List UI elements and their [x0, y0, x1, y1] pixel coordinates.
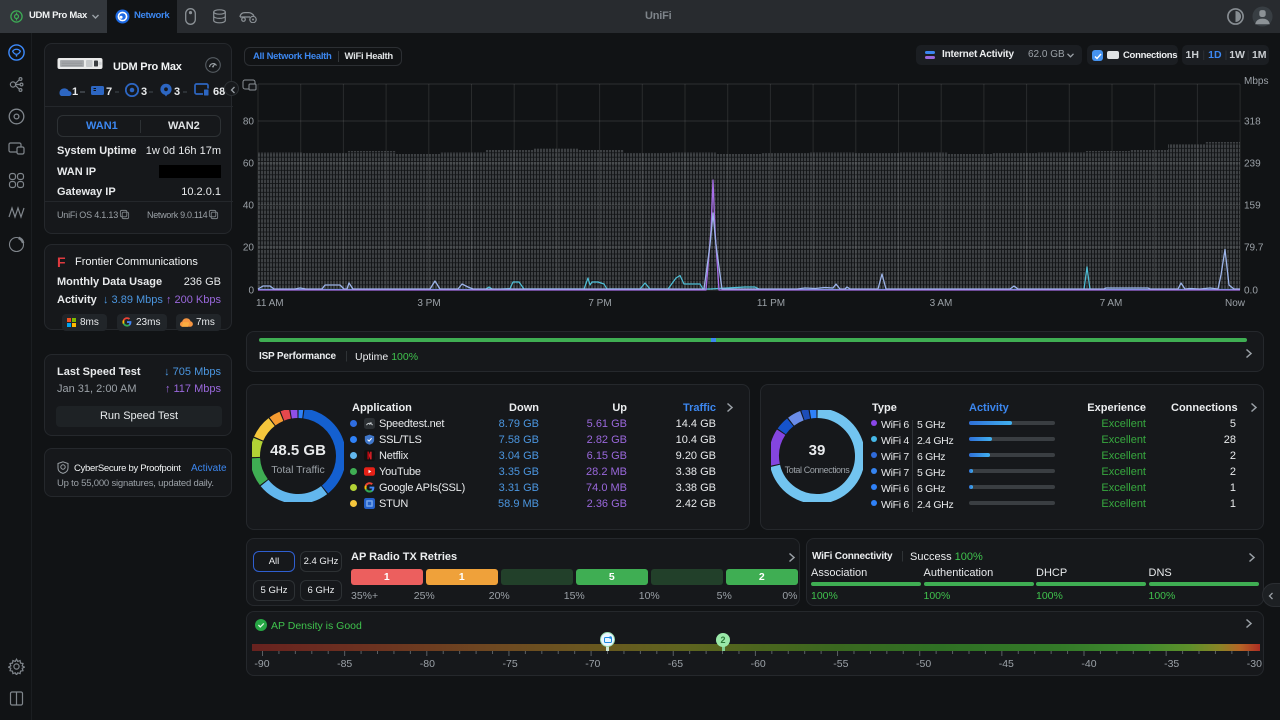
svg-text:20: 20: [243, 243, 255, 254]
svg-text:79.7: 79.7: [1244, 243, 1264, 254]
svg-text:40: 40: [243, 201, 255, 212]
svg-text:0: 0: [248, 286, 254, 297]
svg-text:0.0: 0.0: [1244, 286, 1258, 297]
svg-text:80: 80: [243, 117, 255, 128]
svg-text:239: 239: [1244, 159, 1261, 170]
svg-text:Now: Now: [1225, 298, 1246, 309]
svg-text:159: 159: [1244, 201, 1261, 212]
svg-text:318: 318: [1244, 117, 1261, 128]
svg-text:3 AM: 3 AM: [930, 298, 953, 309]
svg-text:Mbps: Mbps: [1244, 76, 1268, 87]
svg-text:7 PM: 7 PM: [588, 298, 611, 309]
svg-text:11 PM: 11 PM: [757, 298, 785, 309]
svg-text:3 PM: 3 PM: [417, 298, 440, 309]
svg-text:7 AM: 7 AM: [1100, 298, 1123, 309]
svg-text:11 AM: 11 AM: [256, 298, 284, 309]
svg-text:60: 60: [243, 159, 255, 170]
